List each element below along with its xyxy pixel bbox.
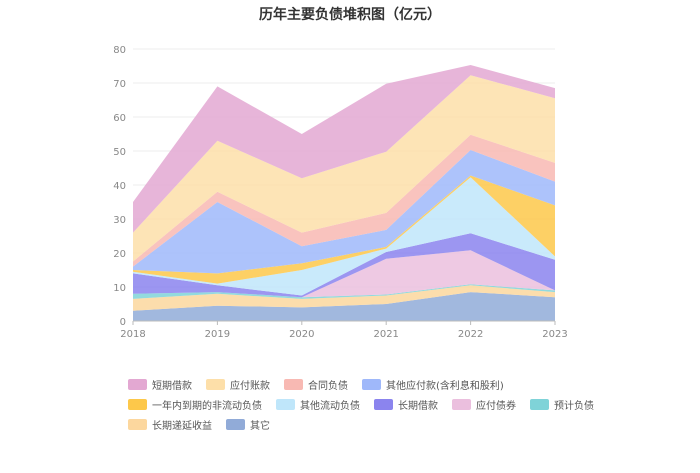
legend-item[interactable]: 一年内到期的非流动负债	[128, 397, 262, 412]
legend-row-0: 短期借款 应付账款 合同负债 其他应付款(含利息和股利)	[128, 374, 598, 394]
legend-item[interactable]: 合同负债	[284, 377, 348, 392]
area-series-5[interactable]	[133, 177, 555, 296]
area-series-6[interactable]	[133, 175, 555, 284]
y-tick-label: 40	[113, 181, 126, 192]
chart-title: 历年主要负债堆积图（亿元）	[259, 7, 441, 23]
area-series-4[interactable]	[133, 233, 555, 298]
y-tick-label: 80	[113, 45, 126, 56]
legend-label: 合同负债	[308, 380, 348, 392]
legend-item[interactable]: 预计负债	[530, 397, 594, 412]
x-tick-label: 2020	[289, 329, 314, 340]
x-tick-label: 2021	[373, 329, 398, 340]
legend-label: 应付债券	[476, 400, 516, 412]
legend-label: 长期借款	[398, 400, 438, 412]
legend-swatch	[128, 398, 147, 410]
area-series-8[interactable]	[133, 134, 555, 267]
legend-item[interactable]: 长期借款	[374, 397, 438, 412]
x-tick-label: 2023	[542, 329, 567, 340]
legend-item[interactable]: 短期借款	[128, 377, 192, 392]
legend-item[interactable]: 应付债券	[452, 397, 516, 412]
y-tick-label: 20	[113, 249, 126, 260]
area-series-10[interactable]	[133, 65, 555, 233]
legend-swatch	[226, 418, 245, 430]
legend-item[interactable]: 其他应付款(含利息和股利)	[362, 377, 504, 392]
area-series-0[interactable]	[133, 292, 555, 321]
y-tick-label: 60	[113, 113, 126, 124]
legend-swatch	[128, 378, 147, 390]
legend-item[interactable]: 应付账款	[206, 377, 270, 392]
x-tick-label: 2018	[120, 329, 145, 340]
area-series-2[interactable]	[133, 284, 555, 299]
legend-swatch	[128, 418, 147, 430]
x-tick-label: 2022	[458, 329, 483, 340]
area-series-9[interactable]	[133, 75, 555, 262]
legend-swatch	[276, 398, 295, 410]
legend-swatch	[374, 398, 393, 410]
legend-item[interactable]: 长期递延收益	[128, 417, 212, 432]
legend-label: 其它	[250, 420, 270, 432]
legend-item[interactable]: 其他流动负债	[276, 397, 360, 412]
legend-swatch	[284, 378, 303, 390]
y-tick-label: 70	[113, 79, 126, 90]
legend-swatch	[530, 398, 549, 410]
legend-row-2: 长期递延收益 其它	[128, 414, 598, 434]
area-series-3[interactable]	[133, 250, 555, 298]
legend: 短期借款 应付账款 合同负债 其他应付款(含利息和股利) 一年内到期的非流动负债 其他流动…	[128, 374, 598, 434]
legend-swatch	[362, 378, 381, 390]
legend-label: 应付账款	[230, 380, 270, 392]
area-series-1[interactable]	[133, 285, 555, 311]
y-tick-label: 10	[113, 283, 126, 294]
y-tick-label: 30	[113, 215, 126, 226]
y-tick-label: 0	[120, 317, 126, 328]
legend-label: 其他应付款(含利息和股利)	[386, 380, 504, 392]
legend-label: 其他流动负债	[300, 400, 360, 412]
legend-swatch	[452, 398, 471, 410]
legend-label: 短期借款	[152, 380, 192, 392]
area-series-7[interactable]	[133, 150, 555, 274]
legend-item[interactable]: 其它	[226, 417, 270, 432]
y-tick-label: 50	[113, 147, 126, 158]
legend-swatch	[206, 378, 225, 390]
legend-label: 一年内到期的非流动负债	[152, 400, 262, 412]
legend-row-1: 一年内到期的非流动负债 其他流动负债 长期借款 应付债券 预计负债	[128, 394, 598, 414]
x-tick-label: 2019	[205, 329, 230, 340]
legend-label: 长期递延收益	[152, 420, 212, 432]
legend-label: 预计负债	[554, 400, 594, 412]
